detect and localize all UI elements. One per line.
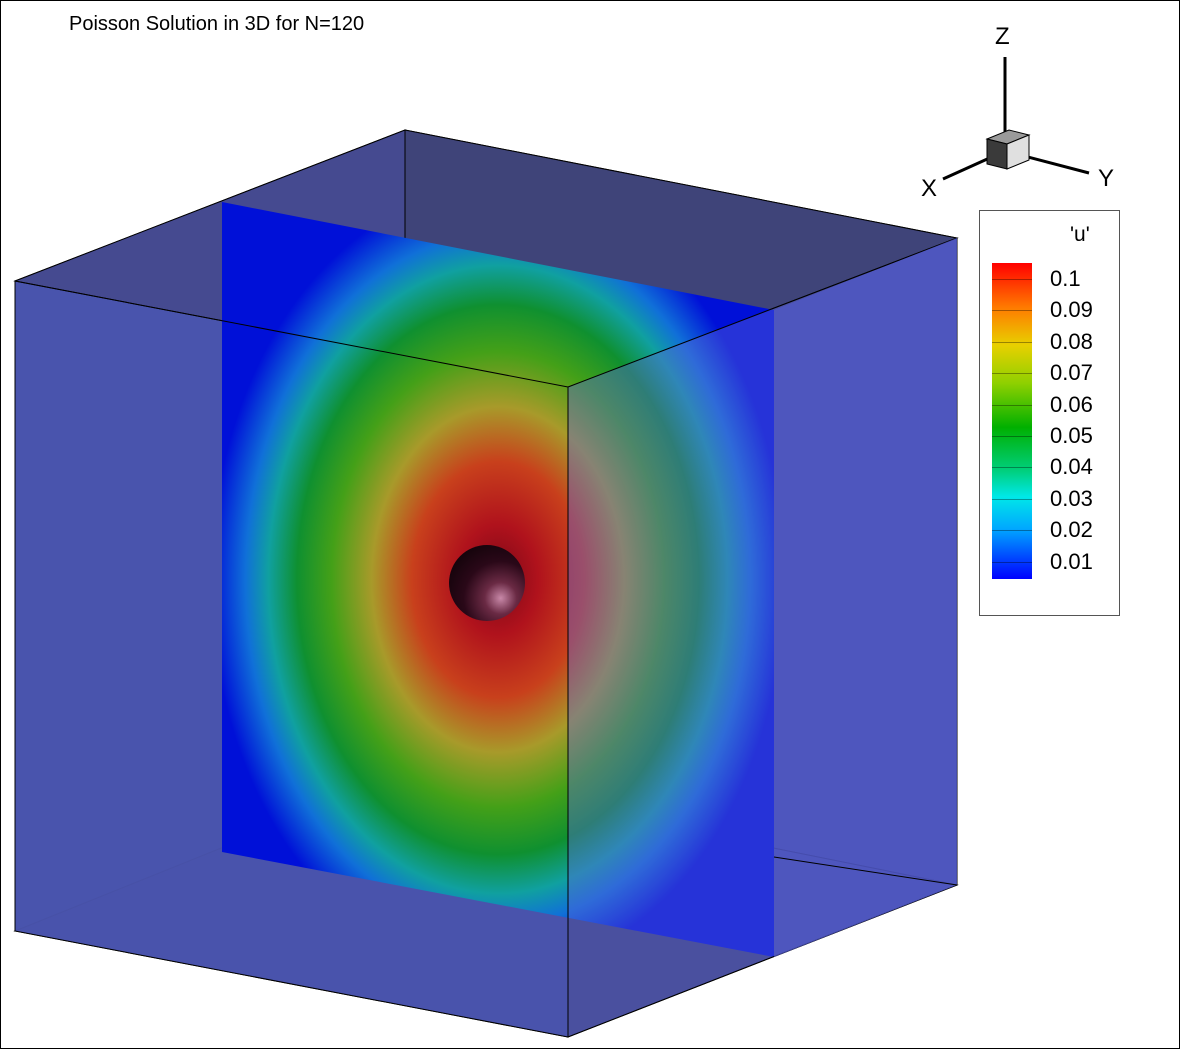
triad-cube-left xyxy=(986,138,1008,170)
cube-edge xyxy=(14,280,569,388)
legend-tick xyxy=(992,561,1032,563)
triad-cube-right xyxy=(1006,134,1030,170)
legend-tick xyxy=(992,279,1032,280)
legend-tick xyxy=(992,373,1032,375)
color-legend: 'u' 0.1 0.09 0.08 0.07 0.06 0.05 0.04 0.03 0.02 0… xyxy=(979,210,1120,616)
y-axis-label: Y xyxy=(1098,165,1115,192)
legend-tick xyxy=(992,467,1032,469)
legend-level-label: 0.1 xyxy=(1050,266,1081,291)
legend-level-label: 0.07 xyxy=(1050,360,1093,386)
plot-title: Poisson Solution in 3D for N=120 xyxy=(69,13,365,35)
legend-tick xyxy=(992,498,1032,500)
legend-level-label: 0.03 xyxy=(1050,485,1093,511)
cube-right-face-outer xyxy=(774,238,957,957)
legend-tick xyxy=(992,530,1032,532)
legend-level-label: 0.01 xyxy=(1050,548,1093,574)
legend-level-label: 0.09 xyxy=(1050,297,1093,323)
legend-level-label: 0.04 xyxy=(1050,454,1093,480)
legend-tick xyxy=(992,341,1032,343)
legend-level-label: 0.08 xyxy=(1050,328,1093,354)
legend-level-label: 0.02 xyxy=(1050,517,1093,543)
legend-tick xyxy=(992,436,1032,437)
legend-title: 'u' xyxy=(1070,223,1090,246)
cube-edge xyxy=(773,856,958,886)
legend-tick xyxy=(992,310,1032,312)
legend-tick xyxy=(992,404,1032,406)
z-axis-label: Z xyxy=(995,23,1010,50)
x-axis-label: X xyxy=(921,175,938,202)
axes-triad xyxy=(942,57,1090,181)
legend-level-label: 0.06 xyxy=(1050,391,1093,417)
source-sphere xyxy=(449,545,525,621)
legend-level-label: 0.05 xyxy=(1050,423,1093,448)
legend-color-bar xyxy=(992,263,1032,579)
